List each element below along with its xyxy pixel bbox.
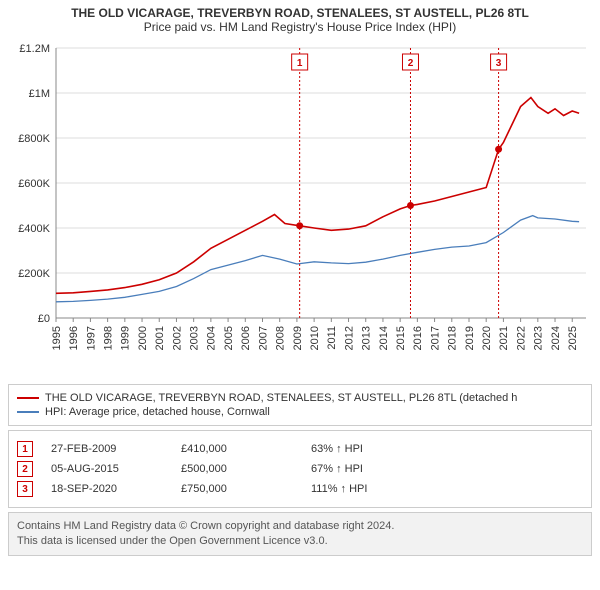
svg-text:2017: 2017 (429, 326, 441, 350)
svg-text:2018: 2018 (447, 326, 459, 350)
svg-text:2000: 2000 (137, 326, 149, 350)
event-date: 18-SEP-2020 (51, 483, 181, 495)
events-table: 1 27-FEB-2009 £410,000 63% ↑ HPI 2 05-AU… (8, 430, 592, 508)
event-price: £750,000 (181, 483, 311, 495)
svg-text:2003: 2003 (189, 326, 201, 350)
legend-item-subject: THE OLD VICARAGE, TREVERBYN ROAD, STENAL… (17, 392, 583, 404)
svg-text:£1.2M: £1.2M (19, 43, 50, 55)
svg-text:1999: 1999 (120, 326, 132, 350)
svg-text:2009: 2009 (292, 326, 304, 350)
chart-title: THE OLD VICARAGE, TREVERBYN ROAD, STENAL… (8, 6, 592, 34)
event-row: 1 27-FEB-2009 £410,000 63% ↑ HPI (17, 441, 583, 457)
svg-text:2004: 2004 (206, 326, 218, 350)
svg-text:2016: 2016 (412, 326, 424, 350)
svg-text:2013: 2013 (361, 326, 373, 350)
svg-text:2019: 2019 (464, 326, 476, 350)
price-chart: £0 £200K £400K £600K £800K £1M £1.2M 1995 1996 19… (8, 40, 592, 380)
legend-swatch-subject (17, 397, 39, 399)
event-badge: 3 (17, 481, 33, 497)
legend: THE OLD VICARAGE, TREVERBYN ROAD, STENAL… (8, 384, 592, 426)
event-badge: 2 (17, 461, 33, 477)
svg-text:3: 3 (496, 58, 502, 69)
event-date: 05-AUG-2015 (51, 463, 181, 475)
event-row: 2 05-AUG-2015 £500,000 67% ↑ HPI (17, 461, 583, 477)
page: THE OLD VICARAGE, TREVERBYN ROAD, STENAL… (0, 0, 600, 564)
chart-svg: £0 £200K £400K £600K £800K £1M £1.2M 1995 1996 19… (8, 40, 592, 380)
svg-text:2001: 2001 (154, 326, 166, 350)
svg-text:2007: 2007 (257, 326, 269, 350)
title-line-2: Price paid vs. HM Land Registry's House … (8, 20, 592, 34)
legend-swatch-hpi (17, 411, 39, 413)
event-price: £410,000 (181, 443, 311, 455)
legend-item-hpi: HPI: Average price, detached house, Corn… (17, 406, 583, 418)
svg-text:2010: 2010 (309, 326, 321, 350)
event-price: £500,000 (181, 463, 311, 475)
svg-text:2006: 2006 (240, 326, 252, 350)
svg-text:2021: 2021 (498, 326, 510, 350)
svg-text:£600K: £600K (18, 178, 50, 190)
svg-text:£1M: £1M (29, 88, 50, 100)
event-delta: 67% ↑ HPI (311, 463, 431, 475)
svg-text:2008: 2008 (275, 326, 287, 350)
event-delta: 111% ↑ HPI (311, 483, 431, 495)
svg-text:2: 2 (408, 58, 414, 69)
svg-text:2012: 2012 (343, 326, 355, 350)
attribution-footer: Contains HM Land Registry data © Crown c… (8, 512, 592, 556)
svg-text:2022: 2022 (515, 326, 527, 350)
svg-text:2023: 2023 (533, 326, 545, 350)
legend-label-subject: THE OLD VICARAGE, TREVERBYN ROAD, STENAL… (45, 392, 517, 404)
svg-text:1998: 1998 (102, 326, 114, 350)
event-row: 3 18-SEP-2020 £750,000 111% ↑ HPI (17, 481, 583, 497)
svg-text:2014: 2014 (378, 326, 390, 350)
footer-line-1: Contains HM Land Registry data © Crown c… (17, 519, 583, 534)
footer-line-2: This data is licensed under the Open Gov… (17, 534, 583, 549)
svg-text:2011: 2011 (326, 326, 338, 350)
svg-text:2025: 2025 (567, 326, 579, 350)
svg-text:1997: 1997 (85, 326, 97, 350)
svg-text:2020: 2020 (481, 326, 493, 350)
event-date: 27-FEB-2009 (51, 443, 181, 455)
svg-text:£200K: £200K (18, 268, 50, 280)
svg-text:1995: 1995 (51, 326, 63, 350)
svg-text:2005: 2005 (223, 326, 235, 350)
svg-text:£400K: £400K (18, 223, 50, 235)
event-badge: 1 (17, 441, 33, 457)
svg-text:1: 1 (297, 58, 303, 69)
svg-text:£0: £0 (38, 313, 50, 325)
svg-text:2002: 2002 (171, 326, 183, 350)
svg-text:2024: 2024 (550, 326, 562, 350)
title-line-1: THE OLD VICARAGE, TREVERBYN ROAD, STENAL… (8, 6, 592, 20)
svg-text:1996: 1996 (68, 326, 80, 350)
legend-label-hpi: HPI: Average price, detached house, Corn… (45, 406, 270, 418)
svg-text:£800K: £800K (18, 133, 50, 145)
svg-text:2015: 2015 (395, 326, 407, 350)
event-delta: 63% ↑ HPI (311, 443, 431, 455)
